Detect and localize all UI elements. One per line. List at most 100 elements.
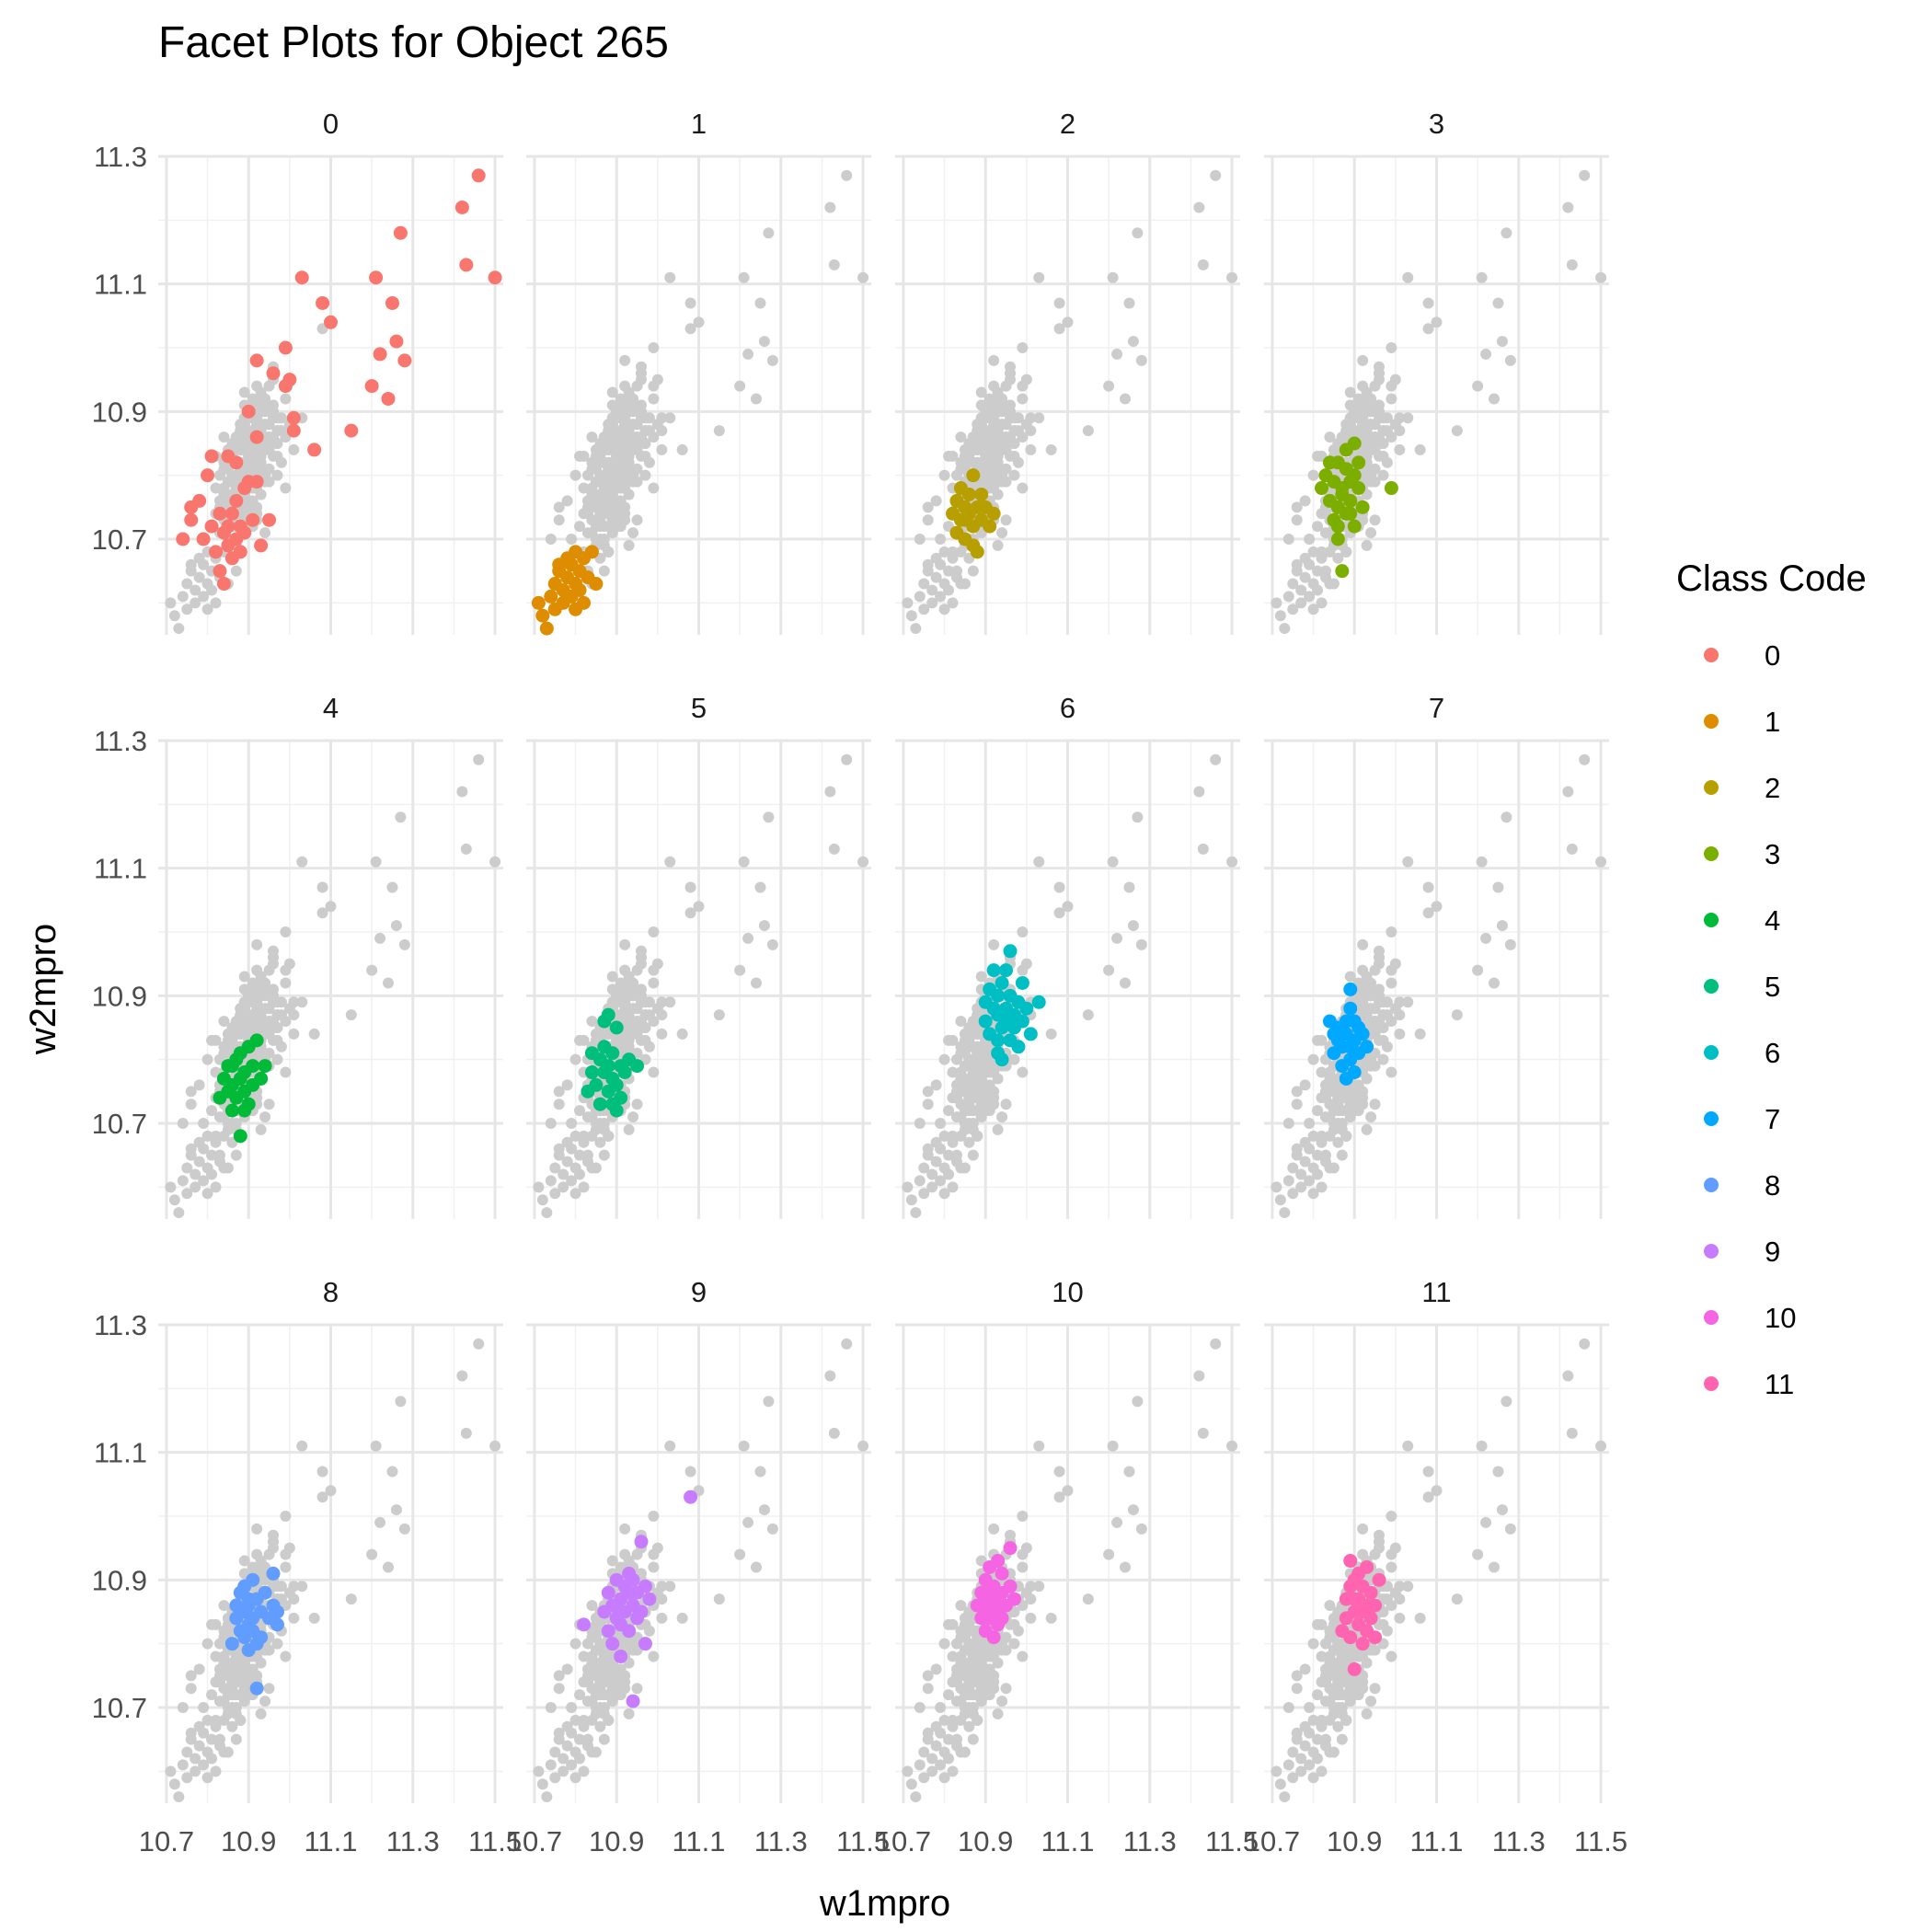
background-point: [1210, 169, 1222, 181]
background-point: [1369, 514, 1381, 526]
background-point: [758, 336, 770, 348]
background-point: [1369, 463, 1381, 475]
background-point: [243, 495, 255, 507]
background-point: [983, 450, 995, 462]
background-point: [1402, 1440, 1414, 1452]
class-8-point: [241, 1592, 256, 1606]
background-point: [922, 1086, 934, 1098]
background-point: [280, 1066, 292, 1078]
background-point: [926, 1753, 938, 1765]
facet-panel-0: 0 10.7 10.9 11.1 11.3: [92, 108, 503, 635]
background-point: [1414, 1028, 1426, 1040]
background-point: [828, 843, 840, 855]
background-point: [594, 469, 606, 481]
background-point: [1579, 1338, 1591, 1350]
background-point: [201, 1714, 213, 1726]
class-1-point: [531, 595, 546, 610]
background-point: [930, 1079, 942, 1091]
background-point: [943, 1753, 955, 1765]
background-point: [251, 938, 263, 950]
background-point: [1332, 1638, 1344, 1650]
x-tick-label: 11.1: [1409, 1825, 1463, 1857]
background-point: [943, 565, 955, 577]
class-5-point: [597, 1014, 612, 1029]
background-point: [181, 1188, 193, 1200]
background-point: [980, 1105, 992, 1117]
background-point: [963, 1683, 975, 1695]
class-5-point: [605, 1046, 620, 1061]
background-point: [1307, 1772, 1319, 1784]
class-3-point: [1347, 436, 1362, 451]
background-point: [1017, 1066, 1029, 1078]
legend-key-10: [1704, 1310, 1719, 1325]
background-point: [198, 1702, 210, 1713]
background-point: [177, 1759, 189, 1771]
background-point: [247, 983, 259, 995]
background-point: [566, 1702, 578, 1713]
background-point: [280, 482, 292, 494]
background-point: [308, 1028, 320, 1040]
legend-key-6: [1704, 1045, 1719, 1060]
background-point: [1472, 964, 1484, 976]
background-point: [996, 1111, 1008, 1123]
background-point: [1489, 977, 1500, 989]
class-7-point: [1343, 1040, 1358, 1054]
background-point: [456, 1370, 468, 1382]
background-point: [627, 443, 639, 455]
background-point: [1349, 1689, 1361, 1701]
background-point: [1307, 1714, 1319, 1726]
background-point: [1000, 1098, 1012, 1110]
background-point: [1307, 546, 1319, 558]
background-point: [263, 463, 275, 475]
background-point: [935, 1143, 947, 1155]
background-point: [165, 1181, 177, 1193]
background-point: [738, 1440, 750, 1452]
background-point: [656, 1028, 668, 1040]
background-point: [918, 604, 930, 615]
class-10-point: [1003, 1541, 1018, 1556]
class-0-point: [241, 404, 256, 419]
class-0-point: [254, 538, 269, 553]
background-point: [1282, 1702, 1294, 1713]
background-point: [1210, 1338, 1222, 1350]
background-point: [1120, 393, 1131, 405]
background-point: [553, 1098, 565, 1110]
background-point: [213, 1111, 225, 1123]
background-point: [992, 431, 1004, 443]
background-point: [1357, 938, 1369, 950]
facet-panel-1: 1: [526, 108, 871, 636]
x-tick-label: 11.1: [1041, 1825, 1094, 1857]
background-point: [1579, 169, 1591, 181]
background-point: [1352, 399, 1364, 411]
background-point: [1307, 604, 1319, 615]
background-point: [943, 1149, 955, 1161]
background-point: [1504, 1523, 1516, 1535]
background-point: [943, 1689, 955, 1701]
background-point: [1504, 354, 1516, 366]
y-tick-label: 10.9: [92, 396, 147, 428]
class-7-point: [1355, 1027, 1370, 1041]
background-point: [1307, 1188, 1319, 1200]
class-0-point: [224, 506, 239, 521]
background-point: [574, 1753, 586, 1765]
background-point: [185, 1086, 197, 1098]
background-point: [1349, 1105, 1361, 1117]
class-0-point: [249, 430, 264, 444]
background-point: [841, 1338, 853, 1350]
background-point: [259, 1696, 271, 1708]
background-point: [1357, 996, 1369, 1008]
background-point: [1361, 1708, 1373, 1719]
background-point: [198, 1175, 210, 1187]
background-point: [1480, 932, 1492, 944]
background-point: [947, 1034, 959, 1046]
background-point: [1135, 354, 1147, 366]
background-point: [325, 1485, 337, 1497]
background-point: [930, 571, 942, 583]
class-11-point: [1363, 1585, 1378, 1600]
background-point: [255, 456, 267, 468]
background-point: [1328, 1162, 1340, 1174]
background-point: [648, 1511, 660, 1522]
background-point: [684, 323, 696, 335]
background-point: [489, 856, 501, 868]
background-point: [972, 1086, 983, 1098]
